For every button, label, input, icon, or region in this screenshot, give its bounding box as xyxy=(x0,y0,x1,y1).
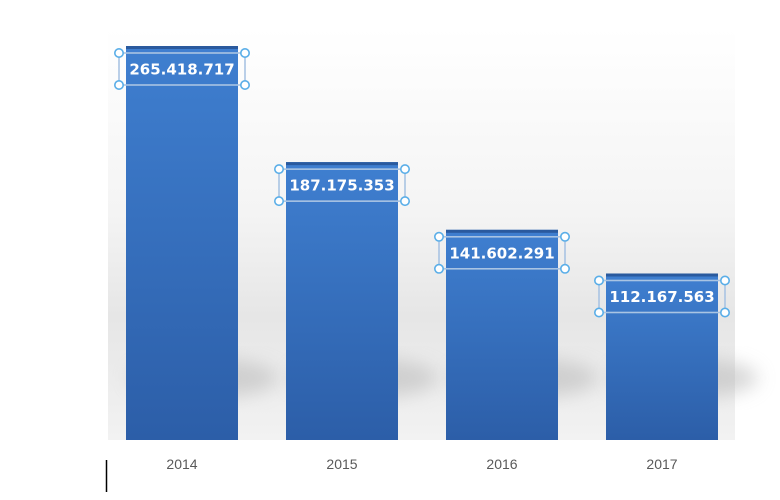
resize-handle[interactable] xyxy=(240,47,251,58)
bar-2014[interactable] xyxy=(126,46,238,440)
resize-handle[interactable] xyxy=(273,164,284,175)
data-label-2015[interactable]: 187.175.353 xyxy=(273,164,410,207)
data-labels: 265.418.717 187.175.353 141.602.291 112.167… xyxy=(114,47,730,318)
resize-handle[interactable] xyxy=(719,275,730,286)
data-label-2016[interactable]: 141.602.291 xyxy=(433,231,570,274)
resize-handle[interactable] xyxy=(399,196,410,207)
resize-handle[interactable] xyxy=(273,196,284,207)
tick-label-2016: 2016 xyxy=(486,456,517,472)
bar-top-edge xyxy=(606,273,718,277)
data-label-box xyxy=(278,168,406,202)
tick-label-2017: 2017 xyxy=(646,456,677,472)
tick-label-2015: 2015 xyxy=(326,456,357,472)
data-label-box xyxy=(438,235,566,270)
bar-2016[interactable] xyxy=(446,229,558,440)
data-label-2014[interactable]: 265.418.717 xyxy=(114,47,251,91)
tick-label-2014: 2014 xyxy=(166,456,197,472)
bar-top-edge xyxy=(446,229,558,233)
bar-top-edge xyxy=(126,46,238,49)
data-label-2017[interactable]: 112.167.563 xyxy=(593,275,730,318)
x-axis-tick-labels: 2014 2015 2016 2017 xyxy=(166,456,677,472)
resize-handle[interactable] xyxy=(399,164,410,175)
resize-handle[interactable] xyxy=(114,47,125,58)
resize-handle[interactable] xyxy=(240,80,251,91)
resize-handle[interactable] xyxy=(433,263,444,274)
resize-handle[interactable] xyxy=(593,275,604,286)
bar-2015[interactable] xyxy=(286,162,398,440)
bar-2017[interactable] xyxy=(606,273,718,440)
data-label-text: 265.418.717 xyxy=(129,61,234,79)
resize-handle[interactable] xyxy=(433,231,444,242)
data-label-text: 187.175.353 xyxy=(289,177,394,195)
data-label-box xyxy=(598,279,726,314)
resize-handle[interactable] xyxy=(114,80,125,91)
data-label-text: 141.602.291 xyxy=(449,244,554,262)
data-label-text: 112.167.563 xyxy=(609,288,714,306)
bar-series xyxy=(126,46,718,440)
bar-top-edge xyxy=(286,162,398,166)
resize-handle[interactable] xyxy=(593,307,604,318)
resize-handle[interactable] xyxy=(559,231,570,242)
data-label-box xyxy=(118,52,246,86)
resize-handle[interactable] xyxy=(559,263,570,274)
resize-handle[interactable] xyxy=(719,307,730,318)
